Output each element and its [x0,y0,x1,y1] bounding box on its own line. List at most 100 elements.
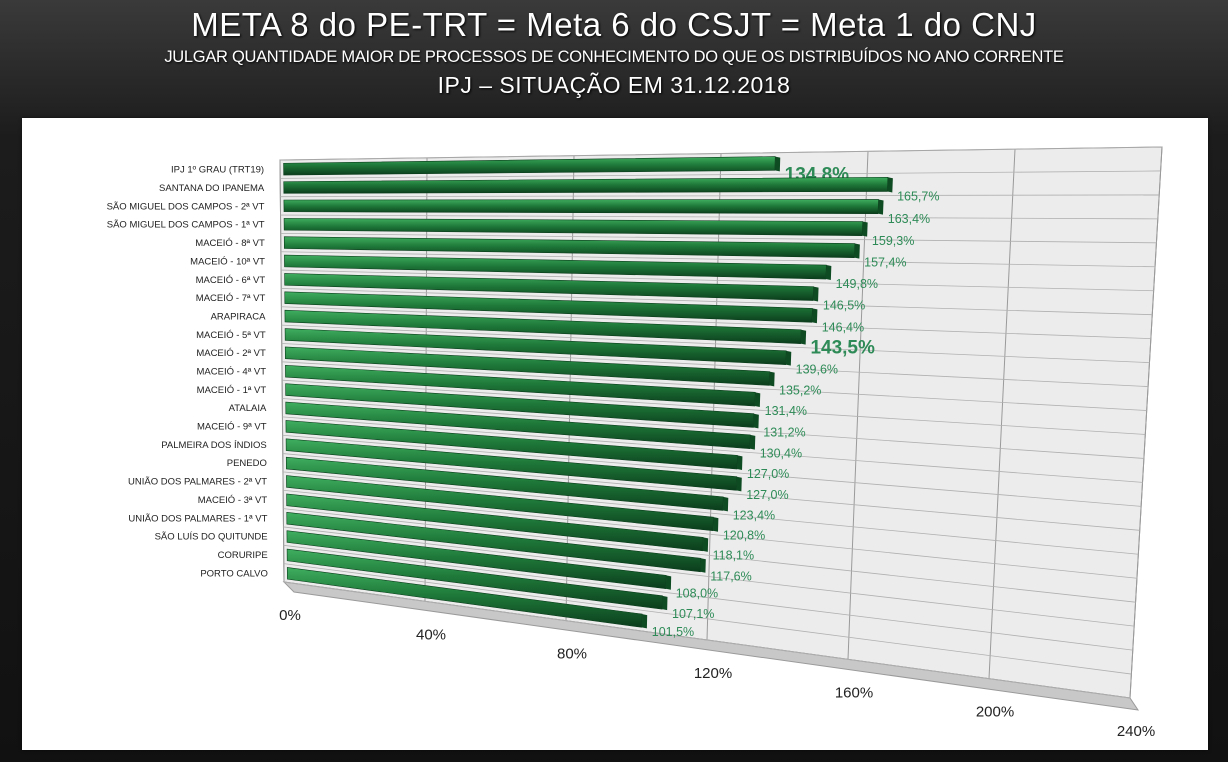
bar-end [811,308,818,324]
bar [283,218,863,236]
bar-end [877,199,884,215]
slide-subtitle: JULGAR QUANTIDADE MAIOR DE PROCESSOS DE … [164,48,1064,66]
data-label: 123,4% [733,508,775,522]
category-label: PORTO CALVO [200,568,268,579]
category-label: MACEIÓ - 10ª VT [190,256,265,267]
category-label: PENEDO [227,458,267,469]
bar [283,176,889,194]
category-label: SANTANA DO IPANEMA [159,183,265,194]
data-label: 146,4% [822,320,864,334]
gridline-vertical [1129,146,1163,699]
gridline-horizontal [281,288,1153,316]
data-label: 165,7% [897,190,939,204]
category-label: MACEIÓ - 8ª VT [195,238,265,249]
bar-end [749,434,756,450]
gridline-vertical [988,149,1016,679]
gridline-horizontal [282,379,1146,435]
data-label: 159,3% [872,234,914,248]
bar-end [641,614,648,629]
bar [283,199,879,214]
x-tick-label: 200% [976,704,1014,721]
bar [284,309,802,344]
bar-end [825,265,832,281]
bar-end [862,221,868,237]
gridline-horizontal [283,489,1137,579]
category-label: MACEIÓ - 1ª VT [197,385,267,396]
gridline-horizontal [280,232,1157,244]
data-label: 130,4% [760,447,802,461]
bar [283,156,776,176]
data-label: 107,1% [672,607,714,621]
gridline-horizontal [282,434,1142,507]
category-label: CORURIPE [218,550,268,561]
category-label: MACEIÓ - 9ª VT [197,422,267,433]
category-label: MACEIÓ - 5ª VT [196,330,266,341]
bar-end [713,517,719,532]
x-tick-label: 160% [835,684,873,701]
bar-end [774,156,781,172]
gridline-horizontal [280,251,1156,268]
gridline-horizontal [281,306,1151,340]
gridline-horizontal [281,361,1147,411]
category-label: ATALAIA [229,403,267,414]
data-label: 143,5% [810,338,875,359]
category-label: MACEIÓ - 2ª VT [196,348,266,359]
bar [286,548,663,610]
bar-end [813,286,819,302]
slide-title: META 8 do PE-TRT = Meta 6 do CSJT = Meta… [191,6,1037,43]
gridline-horizontal [283,526,1135,627]
data-label: 157,4% [864,256,906,270]
gridline-horizontal [283,508,1136,603]
category-label: MACEIÓ - 7ª VT [196,293,266,304]
data-label: 149,8% [836,277,878,291]
gridline-horizontal [281,324,1150,364]
bar-end [769,371,775,387]
bar-end [737,455,743,471]
bar [286,567,643,628]
bar-end [887,177,893,193]
gridline-horizontal [280,214,1158,220]
slide-header: META 8 do PE-TRT = Meta 6 do CSJT = Meta… [0,0,1228,110]
category-label: MACEIÓ - 4ª VT [197,367,267,378]
gridline-horizontal [283,563,1132,675]
category-label: ARAPIRACA [211,311,267,322]
bar-end [722,496,729,512]
bar [283,236,856,258]
data-label: 131,2% [763,425,805,439]
data-label: 120,8% [723,529,765,543]
category-label: PALMEIRA DOS ÍNDIOS [161,440,266,451]
x-tick-label: 240% [1117,723,1155,740]
data-label: 127,0% [747,467,789,481]
slide-date-subtitle: IPJ – SITUAÇÃO EM 31.12.2018 [437,72,791,98]
bar-end [702,537,709,552]
category-label: IPJ 1º GRAU (TRT19) [171,165,264,176]
data-label: 127,0% [746,488,788,502]
bar-end [754,392,761,408]
bar-end [736,476,742,492]
category-label: UNIÃO DOS PALMARES - 1ª VT [128,513,267,524]
bar-end [700,558,706,573]
category-label: SÃO MIGUEL DOS CAMPOS - 1ª VT [107,220,265,231]
gridline-horizontal [281,343,1149,387]
gridline-vertical [279,159,285,583]
data-label: 135,2% [779,383,821,397]
bar [286,530,667,590]
bar-end [800,329,807,345]
category-label: UNIÃO DOS PALMARES - 2ª VT [128,477,267,488]
data-label: 118,1% [713,549,754,563]
data-label: 117,6% [710,570,751,584]
bar [286,493,704,552]
gridline-horizontal [280,170,1161,179]
category-label: SÃO MIGUEL DOS CAMPOS - 2ª VT [107,201,265,212]
data-label: 108,0% [676,587,718,601]
gridline-horizontal [282,453,1140,531]
category-label: MACEIÓ - 3ª VT [198,495,268,506]
category-label: SÃO LUÍS DO QUITUNDE [155,532,268,543]
data-label: 146,5% [823,299,865,313]
bar-end [662,595,668,611]
bar-end [753,413,759,429]
gridline-horizontal [282,398,1144,459]
gridline-horizontal [282,471,1139,555]
x-tick-label: 0% [279,607,301,624]
